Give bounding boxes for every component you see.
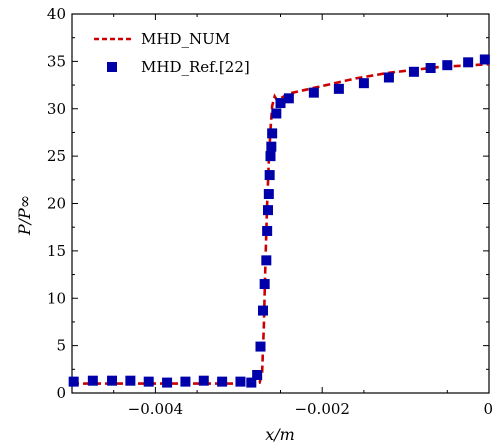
- data-point-mhd-ref: [262, 225, 273, 236]
- y-tick-label: 20: [47, 195, 66, 213]
- data-point-mhd-ref: [283, 93, 294, 104]
- legend-label-mhd-ref: MHD_Ref.[22]: [141, 58, 250, 76]
- data-point-mhd-ref: [68, 376, 79, 387]
- data-point-mhd-ref: [180, 376, 191, 387]
- data-point-mhd-ref: [264, 170, 275, 181]
- y-tick-label: 0: [56, 384, 66, 402]
- data-point-mhd-ref: [479, 54, 490, 65]
- legend-label-mhd-num: MHD_NUM: [141, 30, 230, 48]
- data-point-mhd-ref: [257, 305, 268, 316]
- y-tick-label: 40: [47, 5, 66, 23]
- data-point-mhd-ref: [442, 60, 453, 71]
- data-point-mhd-ref: [262, 205, 273, 216]
- data-point-mhd-ref: [107, 375, 118, 386]
- data-point-mhd-ref: [266, 141, 277, 152]
- y-tick-label: 35: [47, 52, 66, 70]
- y-tick-label: 5: [56, 337, 66, 355]
- data-point-mhd-ref: [267, 128, 278, 139]
- y-tick-label: 30: [47, 100, 66, 118]
- data-point-mhd-ref: [261, 255, 272, 266]
- x-tick-label: 0: [483, 400, 493, 418]
- data-point-mhd-ref: [255, 341, 266, 352]
- data-point-mhd-ref: [408, 66, 419, 77]
- data-point-mhd-ref: [265, 151, 276, 162]
- data-point-mhd-ref: [252, 369, 263, 380]
- y-tick-label: 25: [47, 147, 66, 165]
- data-point-mhd-ref: [275, 98, 286, 109]
- data-point-mhd-ref: [383, 72, 394, 83]
- data-point-mhd-ref: [263, 189, 274, 200]
- data-point-mhd-ref: [125, 375, 136, 386]
- data-point-mhd-ref: [425, 63, 436, 74]
- data-point-mhd-ref: [198, 375, 209, 386]
- data-point-mhd-ref: [271, 108, 282, 119]
- x-tick-label: −0.004: [128, 400, 184, 418]
- data-point-mhd-ref: [308, 87, 319, 98]
- data-point-mhd-ref: [333, 83, 344, 94]
- x-axis-label: x/m: [265, 425, 295, 444]
- legend-marker-mhd-ref: [107, 62, 117, 72]
- data-point-mhd-ref: [358, 78, 369, 89]
- x-tick-label: −0.002: [294, 400, 350, 418]
- data-point-mhd-ref: [217, 376, 228, 387]
- y-tick-label: 15: [47, 242, 66, 260]
- data-point-mhd-ref: [235, 376, 246, 387]
- data-point-mhd-ref: [87, 375, 98, 386]
- legend: MHD_NUM MHD_Ref.[22]: [94, 30, 250, 76]
- data-point-mhd-ref: [463, 57, 474, 68]
- data-point-mhd-ref: [259, 279, 270, 290]
- data-point-mhd-ref: [162, 377, 173, 388]
- y-axis-label: P/P∞: [15, 195, 34, 236]
- series-mhd-ref: [68, 54, 490, 388]
- data-point-mhd-ref: [143, 376, 154, 387]
- axis-tick-labels: 0 5 10 15 20 25 30 35 40 −0.004 −0.002 0: [47, 5, 493, 418]
- data-point-mhd-ref: [246, 377, 257, 388]
- axis-ticks: [72, 13, 490, 394]
- y-tick-label: 10: [47, 289, 66, 307]
